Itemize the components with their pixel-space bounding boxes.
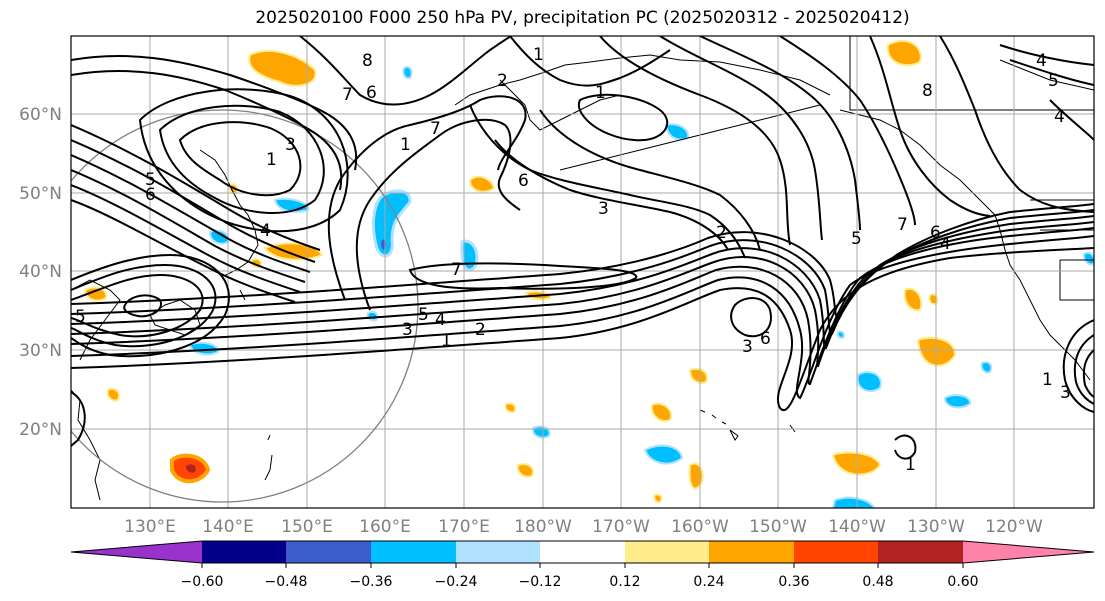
contour-label: 2 — [497, 71, 508, 91]
pv-contours — [71, 36, 1094, 460]
contour-label: 7 — [451, 260, 462, 280]
colorbar-extend-low — [71, 541, 202, 563]
contour-label: 6 — [366, 83, 377, 103]
colorbar-tick-label: 0.12 — [609, 574, 640, 590]
map-frame — [70, 35, 1095, 509]
lon-label: 180°W — [514, 517, 572, 537]
contour-labels: 8 7 6 3 1 5 6 1 2 4 7 1 1 6 3 2 5 7 6 4 … — [75, 45, 1071, 475]
contour-label: 4 — [435, 310, 446, 330]
contour-label: 1 — [533, 45, 544, 65]
contour-label: 3 — [742, 337, 753, 357]
contour-label: 6 — [518, 171, 529, 191]
colorbar-swatch — [202, 541, 286, 563]
colorbar-tick-label: −0.24 — [435, 574, 478, 590]
contour-label: 5 — [851, 229, 862, 249]
lon-label: 150°W — [749, 517, 807, 537]
contour-label: 3 — [285, 135, 296, 155]
contour-label: 1 — [905, 455, 916, 475]
map-title: 2025020100 F000 250 hPa PV, precipitatio… — [255, 8, 910, 28]
contour-label: 1 — [441, 331, 452, 351]
colorbar: −0.60 −0.48 −0.36 −0.24 −0.12 0.12 0.24 … — [70, 540, 1095, 590]
contour-label: 6 — [145, 185, 156, 205]
contour-label: 5 — [418, 305, 429, 325]
colorbar-swatch — [540, 541, 625, 563]
contour-label: 6 — [760, 329, 771, 349]
contour-label: 5 — [145, 170, 156, 190]
contour-label: 7 — [342, 85, 353, 105]
longitude-labels: 130°E 140°E 150°E 160°E 170°E 180°W 170°… — [124, 517, 1043, 537]
gridlines — [71, 36, 1094, 508]
contour-label: 1 — [595, 83, 606, 103]
contour-label: 3 — [402, 320, 413, 340]
lon-label: 130°W — [907, 517, 965, 537]
lat-label: 40°N — [19, 262, 62, 282]
lat-label: 50°N — [19, 184, 62, 204]
lon-label: 140°E — [202, 517, 254, 537]
contour-label: 5 — [1048, 71, 1059, 91]
precip-anomaly-shading — [83, 40, 1094, 508]
contour-label: 8 — [922, 81, 933, 101]
contour-label: 7 — [897, 215, 908, 235]
reference-circle — [71, 109, 419, 503]
coastlines — [71, 36, 1094, 501]
colorbar-tick-label: −0.36 — [350, 574, 393, 590]
colorbar-tick-label: 0.60 — [947, 574, 978, 590]
lat-label: 30°N — [19, 341, 62, 361]
contour-label: 3 — [598, 199, 609, 219]
lon-label: 160°E — [359, 517, 411, 537]
contour-label: 4 — [1054, 107, 1065, 127]
colorbar-tick-label: −0.12 — [519, 574, 562, 590]
contour-label: 1 — [1042, 370, 1053, 390]
contour-label: 2 — [475, 320, 486, 340]
contour-label: 7 — [430, 119, 441, 139]
colorbar-swatch — [625, 541, 709, 563]
colorbar-tick-label: −0.60 — [181, 574, 224, 590]
latitude-labels: 60°N 50°N 40°N 30°N 20°N — [19, 105, 62, 440]
lon-label: 130°E — [124, 517, 176, 537]
colorbar-swatches — [70, 540, 1095, 568]
lat-label: 60°N — [19, 105, 62, 125]
colorbar-tick-label: 0.24 — [693, 574, 724, 590]
lat-label: 20°N — [19, 420, 62, 440]
lon-label: 170°W — [592, 517, 650, 537]
contour-label: 1 — [400, 135, 411, 155]
colorbar-tick-labels: −0.60 −0.48 −0.36 −0.24 −0.12 0.12 0.24 … — [181, 574, 979, 590]
lon-label: 120°W — [985, 517, 1043, 537]
contour-label: 6 — [930, 223, 941, 243]
contour-label: 5 — [75, 307, 86, 327]
contour-label: 3 — [1060, 383, 1071, 403]
lon-label: 150°E — [281, 517, 333, 537]
contour-label: 2 — [716, 223, 727, 243]
lon-label: 170°E — [438, 517, 490, 537]
contour-label: 4 — [260, 221, 271, 241]
colorbar-swatch — [794, 541, 878, 563]
colorbar-tick-label: 0.36 — [778, 574, 809, 590]
contour-label: 4 — [1036, 51, 1047, 71]
lon-label: 140°W — [828, 517, 886, 537]
colorbar-tick-label: 0.48 — [862, 574, 893, 590]
colorbar-swatch — [456, 541, 540, 563]
colorbar-swatch — [878, 541, 963, 563]
map-panel: 8 7 6 3 1 5 6 1 2 4 7 1 1 6 3 2 5 7 6 4 … — [71, 36, 1094, 508]
contour-label: 4 — [940, 234, 951, 254]
colorbar-swatch — [709, 541, 794, 563]
colorbar-tick-label: −0.48 — [265, 574, 308, 590]
colorbar-swatch — [371, 541, 456, 563]
colorbar-extend-high — [963, 541, 1094, 563]
colorbar-swatch — [286, 541, 371, 563]
lon-label: 160°W — [671, 517, 729, 537]
contour-label: 1 — [266, 150, 277, 170]
contour-label: 8 — [362, 51, 373, 71]
